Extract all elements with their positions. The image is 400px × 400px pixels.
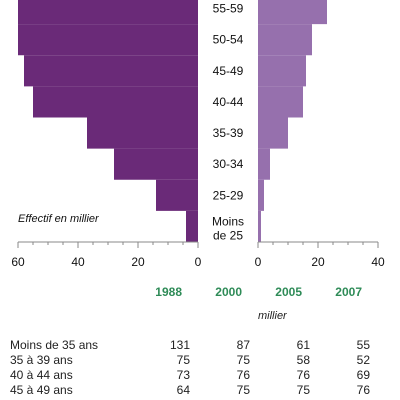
right-bar-35-39 bbox=[258, 117, 288, 149]
cell-value: 75 bbox=[236, 383, 250, 397]
left-bar-55-59 bbox=[18, 0, 198, 25]
cell-value: 75 bbox=[236, 353, 250, 367]
year-header: 1988 bbox=[155, 285, 182, 299]
left-bars bbox=[18, 0, 198, 242]
category-label: 25-29 bbox=[213, 188, 244, 202]
right-axis-tick-label: 20 bbox=[311, 255, 325, 269]
cell-value: 73 bbox=[176, 368, 190, 382]
category-label: 35-39 bbox=[213, 126, 244, 140]
left-bar-moins-de-25 bbox=[186, 210, 198, 242]
right-bar-45-49 bbox=[258, 55, 306, 87]
right-bar-25-29 bbox=[258, 179, 264, 211]
right-bar-moins-de-25 bbox=[258, 210, 261, 242]
cell-value: 87 bbox=[236, 338, 250, 352]
cell-value: 64 bbox=[176, 383, 190, 397]
right-axis-tick-label: 0 bbox=[255, 255, 262, 269]
right-bar-55-59 bbox=[258, 0, 327, 25]
cell-value: 131 bbox=[169, 338, 190, 352]
year-header: 2007 bbox=[335, 285, 362, 299]
table-row: 40 à 44 ans 73 76 76 69 bbox=[10, 368, 370, 383]
category-label: 45-49 bbox=[213, 64, 244, 78]
cell-value: 76 bbox=[236, 368, 250, 382]
row-label: Moins de 35 ans bbox=[10, 338, 99, 352]
table-row: Moins de 35 ans 131 87 61 55 bbox=[10, 338, 370, 353]
right-bar-50-54 bbox=[258, 24, 312, 56]
right-bar-30-34 bbox=[258, 148, 270, 180]
table-row: 45 à 49 ans 64 75 75 76 bbox=[10, 383, 370, 398]
year-header: 2005 bbox=[275, 285, 302, 299]
left-axis-tick-label: 40 bbox=[71, 255, 85, 269]
category-label: 55-59 bbox=[213, 2, 244, 16]
left-bar-45-49 bbox=[24, 55, 198, 87]
row-label: 40 à 44 ans bbox=[10, 368, 73, 382]
year-header-row: 1988 2000 2005 2007 bbox=[0, 285, 400, 301]
cell-value: 61 bbox=[296, 338, 310, 352]
left-bar-40-44 bbox=[33, 86, 198, 118]
cell-value: 55 bbox=[356, 338, 370, 352]
right-bar-40-44 bbox=[258, 86, 303, 118]
left-axis-tick-label: 0 bbox=[195, 255, 202, 269]
left-bar-25-29 bbox=[156, 179, 198, 211]
row-label: 35 à 39 ans bbox=[10, 353, 73, 367]
right-axis-tick-label: 40 bbox=[371, 255, 385, 269]
cell-value: 58 bbox=[296, 353, 310, 367]
data-table: Moins de 35 ans 131 87 61 55 35 à 39 ans 75 75 5… bbox=[10, 338, 370, 398]
row-label: 45 à 49 ans bbox=[10, 383, 73, 397]
cell-value: 69 bbox=[356, 368, 370, 382]
unit-label: millier bbox=[258, 310, 287, 322]
year-header: 2000 bbox=[215, 285, 242, 299]
right-bars bbox=[258, 0, 327, 242]
left-axis-tick-label: 60 bbox=[11, 255, 25, 269]
table-row: 35 à 39 ans 75 75 58 52 bbox=[10, 353, 370, 368]
chart-annotation: Effectif en millier bbox=[18, 213, 99, 225]
cell-value: 75 bbox=[296, 383, 310, 397]
cell-value: 76 bbox=[296, 368, 310, 382]
category-label-part: Moins bbox=[212, 214, 244, 228]
category-label-part: de 25 bbox=[213, 228, 243, 242]
left-axis-tick-label: 20 bbox=[131, 255, 145, 269]
axes: 60 40 20 0 0 20 40 bbox=[11, 241, 385, 269]
category-label: 30-34 bbox=[213, 157, 244, 171]
cell-value: 52 bbox=[356, 353, 370, 367]
cell-value: 75 bbox=[176, 353, 190, 367]
cell-value: 76 bbox=[356, 383, 370, 397]
left-bar-30-34 bbox=[114, 148, 198, 180]
category-label: 40-44 bbox=[213, 95, 244, 109]
left-bar-50-54 bbox=[18, 24, 198, 56]
category-label: 50-54 bbox=[213, 33, 244, 47]
left-bar-35-39 bbox=[87, 117, 198, 149]
